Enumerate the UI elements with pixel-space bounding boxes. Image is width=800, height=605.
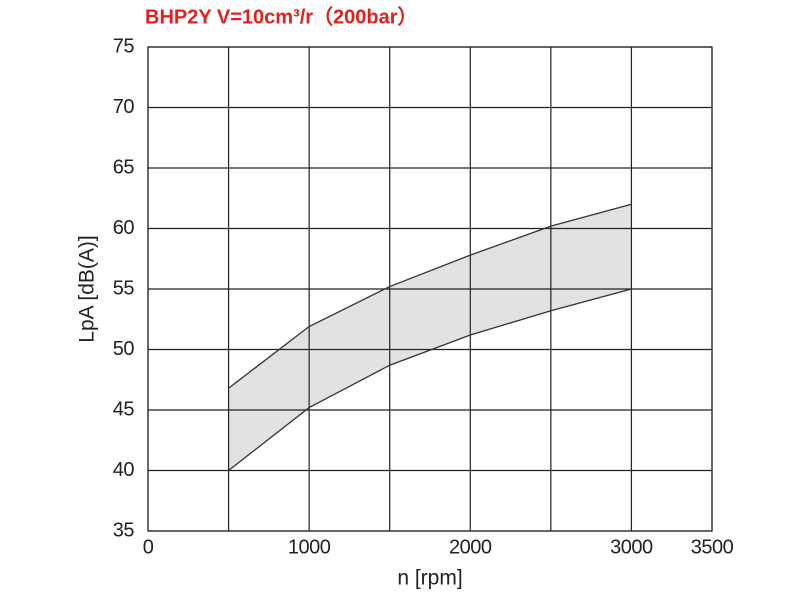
x-tick-label: 2000 [449,536,492,558]
x-axis-label: n [rpm] [397,567,462,590]
y-tick-label: 60 [113,217,135,239]
plot-frame [147,46,713,532]
y-tick-label: 75 [113,35,135,57]
x-tick-label: 1000 [288,536,331,558]
chart-title: BHP2Y V=10cm³/r（200bar） [145,5,418,28]
y-tick-label: 65 [113,156,135,178]
y-tick-label: 70 [113,96,135,118]
y-tick-label: 35 [113,519,135,541]
x-tick-label: 3000 [610,536,653,558]
y-tick-label: 45 [113,398,135,420]
band-edge [228,288,632,472]
y-axis-label: LpA [dB(A)] [76,235,99,342]
x-tick-label: 3500 [691,536,734,558]
band-fill [228,204,632,471]
y-tick-label: 40 [113,459,135,481]
band-edge [228,203,632,389]
x-tick-label: 0 [143,536,154,558]
y-tick-label: 50 [113,338,135,360]
y-tick-label: 55 [113,277,135,299]
